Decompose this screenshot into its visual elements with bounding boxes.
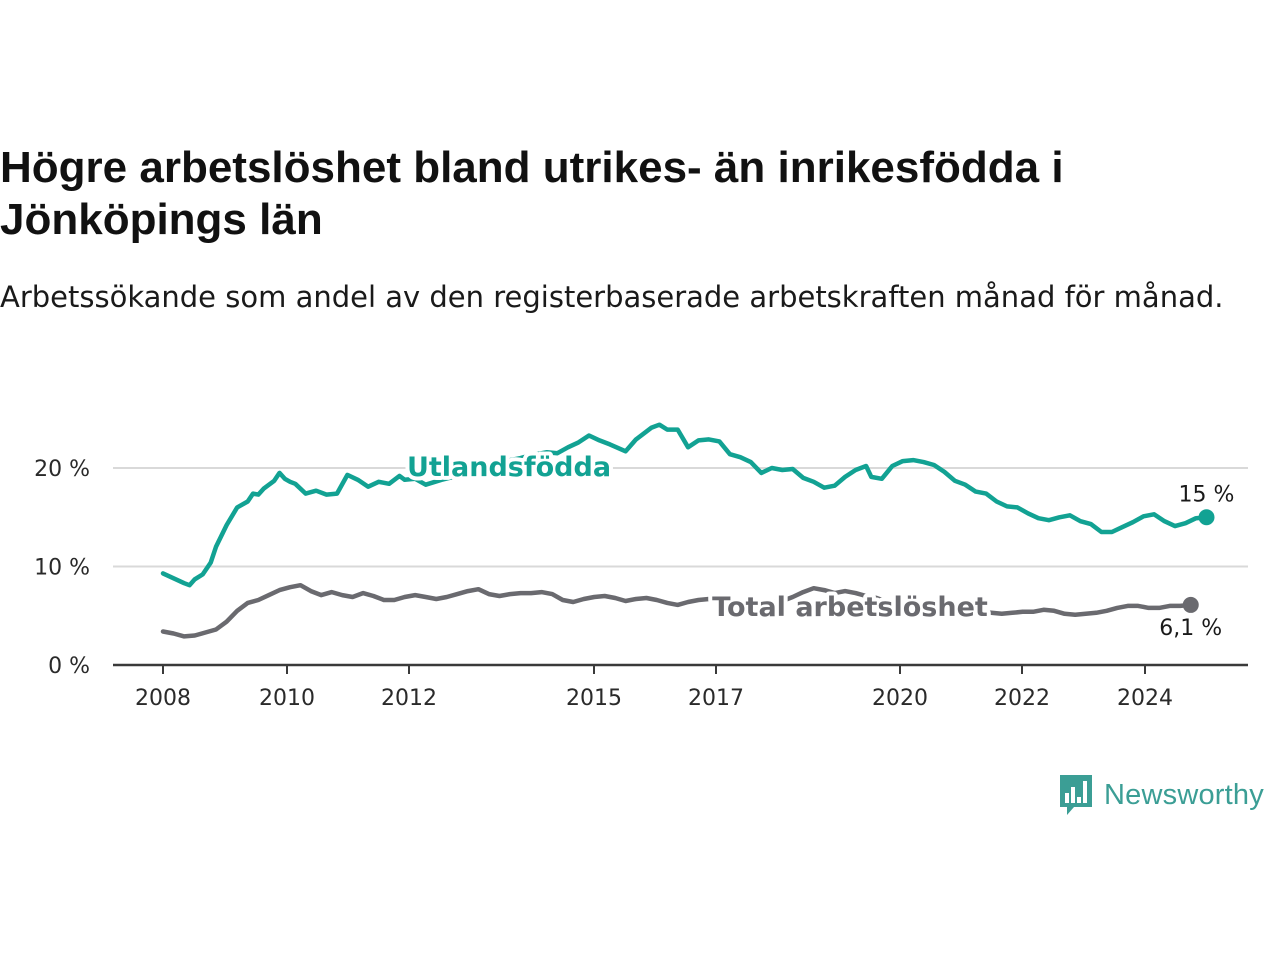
series-name-label: Utlandsfödda bbox=[407, 452, 611, 483]
series-lines bbox=[160, 422, 1215, 639]
brand-logo-area: Newsworthy bbox=[1058, 772, 1264, 818]
x-tick-label: 2020 bbox=[872, 686, 928, 711]
x-tick-label: 2012 bbox=[381, 686, 437, 711]
brand-name: Newsworthy bbox=[1104, 778, 1264, 811]
x-tick-label: 2022 bbox=[994, 686, 1050, 711]
series-name-label: Total arbetslöshet bbox=[712, 592, 988, 623]
bar-chart-speech-bubble-icon bbox=[1060, 775, 1092, 815]
y-tick-label: 20 % bbox=[34, 457, 90, 482]
y-tick-label: 10 % bbox=[34, 556, 90, 581]
series-end-label: 15 % bbox=[1179, 482, 1235, 507]
series-end-point bbox=[1182, 596, 1199, 613]
gridlines bbox=[113, 467, 1248, 568]
x-tick-label: 2008 bbox=[135, 686, 191, 711]
x-tick-label: 2015 bbox=[566, 686, 622, 711]
labels: 0 % 10 % 20 % 2008 2010 2012 2015 2017 2020 2022 2… bbox=[34, 448, 1235, 711]
series-end-point bbox=[1198, 509, 1215, 526]
series-line-total bbox=[160, 582, 1193, 639]
y-tick-label: 0 % bbox=[48, 654, 90, 679]
series-line-utlandsfodda bbox=[160, 422, 1209, 588]
x-tick-label: 2017 bbox=[688, 686, 744, 711]
series-end-label: 6,1 % bbox=[1159, 616, 1222, 641]
chart-title: Högre arbetslöshet bland utrikes- än inr… bbox=[0, 143, 1064, 244]
x-tick-label: 2010 bbox=[259, 686, 315, 711]
x-tick-label: 2024 bbox=[1117, 686, 1173, 711]
line-chart: 0 % 10 % 20 % 2008 2010 2012 2015 2017 2020 2022 2… bbox=[34, 422, 1248, 711]
chart-subtitle: Arbetssökande som andel av den registerb… bbox=[0, 280, 1224, 314]
axes bbox=[113, 663, 1248, 674]
